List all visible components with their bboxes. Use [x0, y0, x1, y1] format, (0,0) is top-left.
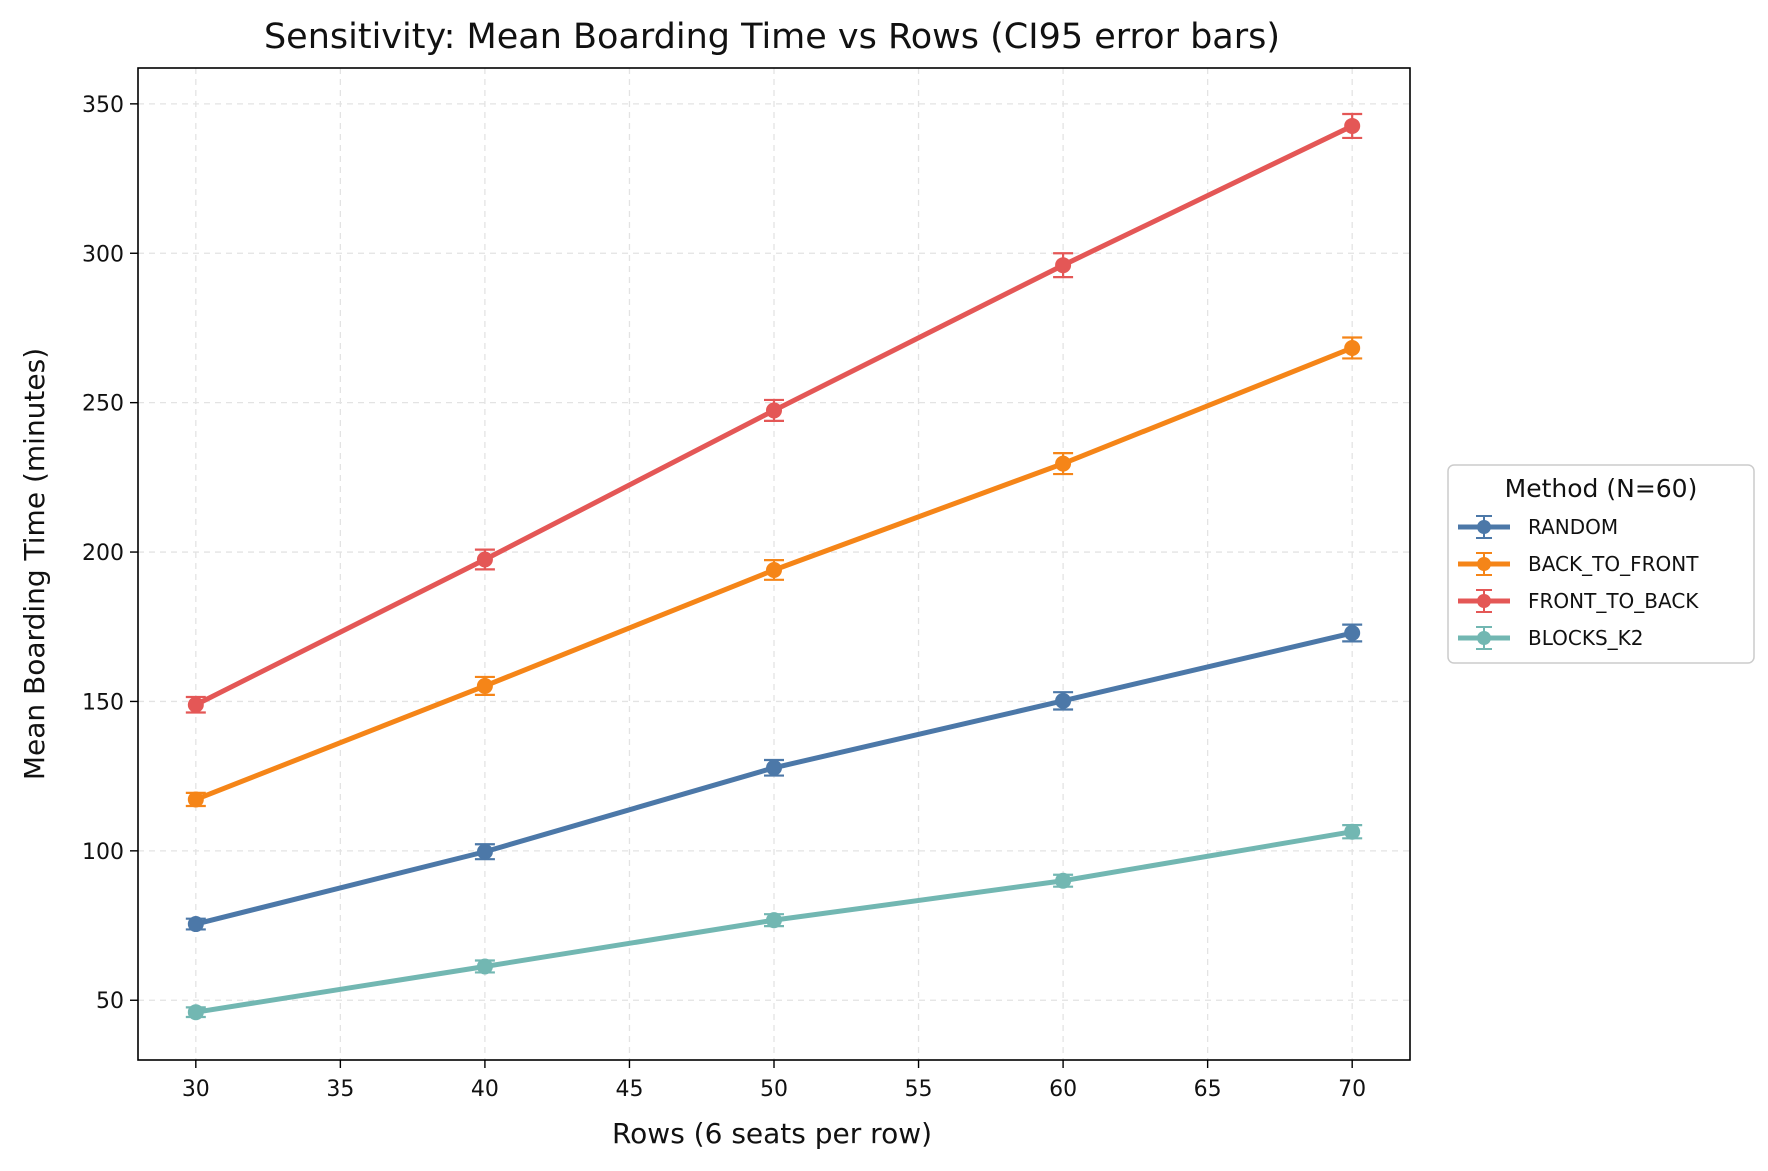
x-tick-label: 30 — [182, 1077, 210, 1102]
series-blocks-k2 — [185, 823, 1363, 1021]
legend-title: Method (N=60) — [1505, 474, 1698, 503]
series-back-to-front — [185, 336, 1363, 808]
data-point — [1055, 455, 1072, 472]
data-point — [1344, 625, 1361, 642]
y-axis-ticks: 50 100 150 200 250 300 350 — [82, 93, 138, 1014]
legend-swatch-marker — [1477, 520, 1491, 534]
y-tick-label: 150 — [82, 690, 124, 715]
legend-item-front-to-back: FRONT_TO_BACK — [1458, 589, 1699, 613]
legend-label: FRONT_TO_BACK — [1528, 589, 1699, 613]
legend-swatch-marker — [1477, 631, 1491, 645]
data-point — [766, 912, 782, 929]
data-point — [476, 677, 493, 694]
data-point — [1344, 339, 1361, 356]
x-tick-label: 45 — [615, 1077, 643, 1102]
x-tick-label: 40 — [471, 1077, 499, 1102]
y-tick-label: 100 — [82, 840, 124, 865]
legend-label: BACK_TO_FRONT — [1528, 552, 1699, 576]
legend-swatch-marker — [1477, 557, 1491, 571]
x-tick-label: 70 — [1338, 1077, 1366, 1102]
data-point — [1344, 117, 1361, 134]
data-point — [476, 958, 493, 975]
y-tick-label: 200 — [82, 541, 124, 566]
y-tick-label: 250 — [82, 392, 124, 417]
legend-item-blocks-k2: BLOCKS_K2 — [1458, 626, 1644, 650]
legend-item-back-to-front: BACK_TO_FRONT — [1458, 552, 1699, 576]
grid-lines — [138, 68, 1410, 1060]
x-tick-label: 55 — [905, 1077, 933, 1102]
legend-item-random: RANDOM — [1458, 515, 1618, 539]
x-tick-label: 65 — [1194, 1077, 1222, 1102]
chart-title: Sensitivity: Mean Boarding Time vs Rows … — [264, 17, 1280, 57]
y-tick-label: 50 — [96, 989, 124, 1014]
data-point — [187, 1004, 204, 1021]
data-point — [476, 843, 493, 860]
data-point — [1344, 823, 1361, 840]
series-random — [185, 623, 1363, 933]
series-layer — [185, 112, 1363, 1021]
legend-box — [1447, 464, 1755, 664]
data-point — [187, 916, 204, 933]
data-point — [476, 551, 493, 568]
legend-items: RANDOM BACK_TO_FRONT FRONT_TO_BACK BLOCKS_K… — [1458, 515, 1699, 650]
data-point — [766, 561, 782, 578]
x-axis-ticks: 30 35 40 45 50 55 60 65 70 — [182, 1060, 1366, 1102]
series-front-to-back — [185, 112, 1363, 714]
legend: Method (N=60) RANDOM BACK_TO_FRONT FRONT_T… — [1447, 464, 1755, 664]
x-tick-label: 50 — [760, 1077, 788, 1102]
data-point — [1055, 257, 1072, 274]
data-point — [766, 759, 782, 776]
x-tick-label: 35 — [326, 1077, 354, 1102]
legend-swatch-marker — [1477, 594, 1491, 608]
data-point — [766, 402, 782, 419]
data-point — [1055, 872, 1072, 889]
x-tick-label: 60 — [1049, 1077, 1077, 1102]
x-axis-label: Rows (6 seats per row) — [612, 1117, 932, 1150]
legend-label: RANDOM — [1528, 515, 1618, 539]
y-tick-label: 350 — [82, 93, 124, 118]
y-tick-label: 300 — [82, 242, 124, 267]
data-point — [187, 696, 204, 713]
data-point — [1055, 692, 1072, 709]
legend-label: BLOCKS_K2 — [1528, 626, 1644, 650]
data-point — [187, 791, 204, 808]
y-axis-label: Mean Boarding Time (minutes) — [18, 348, 51, 780]
